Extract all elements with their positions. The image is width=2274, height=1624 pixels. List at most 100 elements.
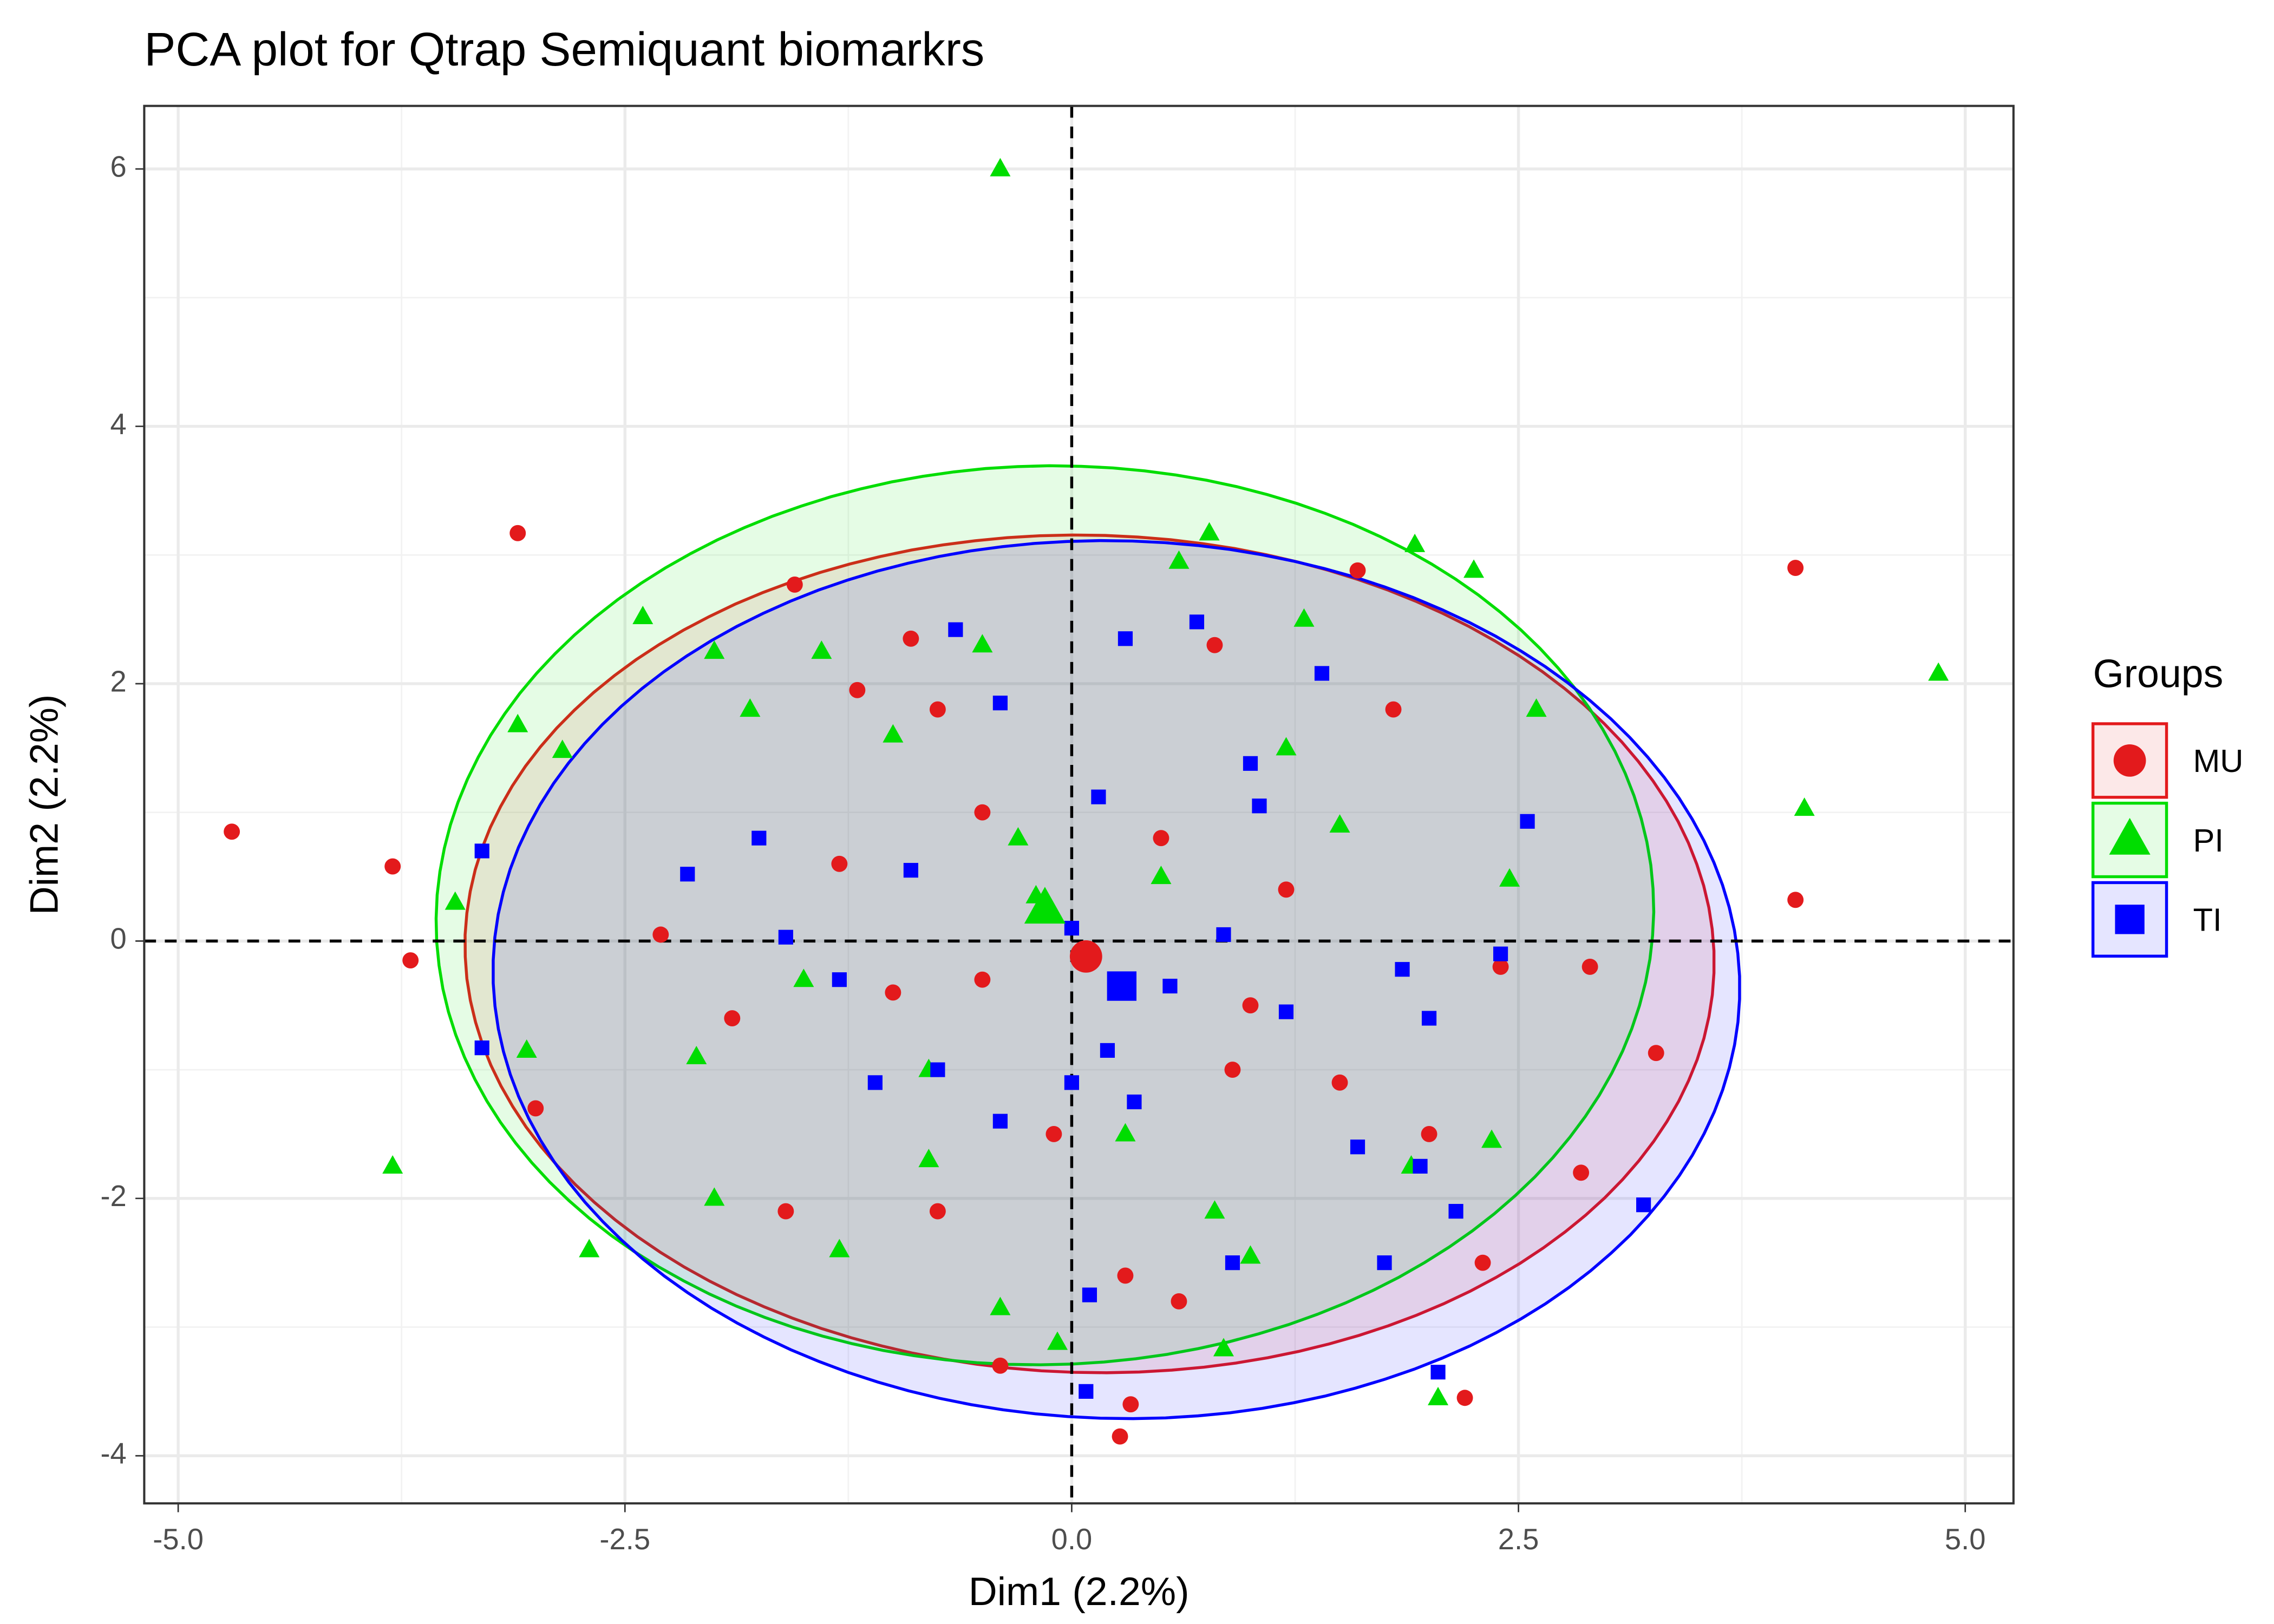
point [974,804,991,821]
y-tick-label: 4 [110,408,127,441]
point [778,929,793,945]
point [849,682,866,698]
centroid [1024,887,1066,924]
point [1481,1129,1502,1148]
point [829,1239,850,1258]
point [1204,1200,1225,1219]
point [1122,1396,1139,1413]
point [1385,701,1402,718]
point [1112,1428,1128,1445]
point [1293,608,1315,627]
point [1463,559,1485,578]
point [384,858,401,875]
point [552,739,573,758]
x-tick-label: 5.0 [1945,1523,1986,1556]
point [992,1357,1009,1374]
point [224,823,240,840]
point [516,1039,537,1058]
point [1377,1255,1392,1271]
point [786,576,803,593]
legend-label: PI [2193,822,2223,859]
point [1162,978,1178,994]
point [1168,550,1190,569]
point [632,605,654,624]
point [1045,1126,1062,1142]
point [777,1203,794,1220]
point [652,926,669,943]
point [579,1239,600,1258]
y-tick-label: 6 [110,150,127,183]
point [1225,1255,1240,1271]
point [507,713,528,732]
point [474,843,489,859]
chart-title: PCA plot for Qtrap Semiquant biomarkrs [144,23,984,76]
legend-marker [2115,905,2145,934]
plot-border [143,104,2015,1505]
legend-label: MU [2193,743,2243,779]
point [903,630,919,647]
point [1787,560,1804,576]
point [509,525,526,541]
point [1206,637,1223,653]
point [918,1149,939,1168]
point [1474,1254,1491,1271]
point [704,640,725,659]
point [1349,562,1366,579]
point [752,830,767,846]
point [974,971,991,988]
point [929,1203,946,1220]
point [972,634,993,653]
point [1082,1287,1097,1302]
point [1216,927,1231,942]
point [793,968,814,987]
point [1404,533,1426,552]
point [831,855,848,872]
point [1520,814,1535,829]
point [1242,997,1259,1014]
point [1794,797,1815,816]
point [1787,892,1804,908]
point [1636,1197,1651,1213]
centroid [1107,971,1137,1001]
legend-marker [2113,744,2146,777]
point [1079,1384,1094,1399]
point [1064,921,1080,936]
legend-marker [2109,817,2151,855]
point [740,698,761,717]
point [930,1062,945,1077]
point [992,1114,1008,1129]
point [1928,662,1949,681]
point [1492,958,1509,975]
point [1118,631,1133,646]
x-axis-label: Dim1 (2.2%) [969,1569,1190,1614]
point [1573,1164,1590,1181]
legend-label: TI [2193,902,2221,938]
y-tick-label: -2 [100,1180,126,1213]
point [1100,1043,1115,1058]
point [1456,1390,1473,1406]
point [867,1075,883,1090]
point [527,1100,544,1117]
point [1171,1293,1187,1309]
point [903,863,918,878]
x-tick-label: 0.0 [1051,1523,1093,1556]
point [1151,866,1172,885]
point [474,1040,489,1056]
point [1648,1045,1664,1062]
y-tick-label: -4 [100,1437,126,1470]
point [1008,827,1029,846]
y-tick-label: 2 [110,665,127,698]
y-tick-label: 0 [110,922,127,955]
point [1091,789,1106,804]
point [1493,946,1508,961]
centroid [1069,940,1102,973]
point [1350,1140,1365,1155]
point [445,891,466,910]
point [1278,1004,1294,1019]
point [1413,1158,1428,1174]
point [1153,830,1169,847]
point [990,1296,1011,1315]
point [402,952,419,968]
x-tick-label: -2.5 [599,1523,650,1556]
